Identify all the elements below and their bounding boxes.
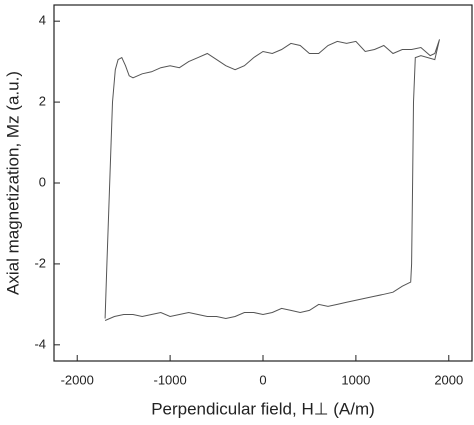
x-axis-title: Perpendicular field, H⊥ (A/m) xyxy=(151,399,375,418)
hysteresis-line xyxy=(104,39,440,321)
y-axis-title: Axial magnetization, Mz (a.u.) xyxy=(3,71,22,295)
x-tick-label: 0 xyxy=(259,372,266,387)
y-tick-label: 4 xyxy=(39,13,46,28)
x-tick-label: 2000 xyxy=(434,372,463,387)
plot-frame xyxy=(53,4,473,362)
y-tick-label: 0 xyxy=(39,174,46,189)
x-tick-label: 1000 xyxy=(341,372,370,387)
y-tick-label: -4 xyxy=(34,336,46,351)
y-tick-label: -2 xyxy=(34,255,46,270)
x-tick-label: -1000 xyxy=(153,372,186,387)
x-tick-label: -2000 xyxy=(61,372,94,387)
y-tick-label: 2 xyxy=(39,94,46,109)
